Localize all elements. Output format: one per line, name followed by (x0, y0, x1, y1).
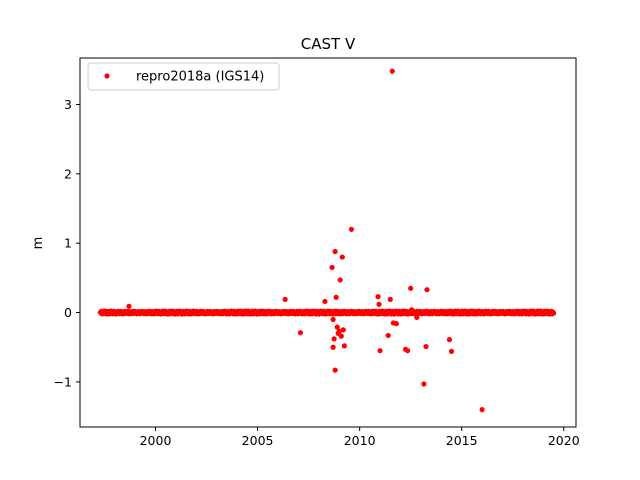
data-point (446, 337, 453, 343)
data-point (479, 407, 485, 413)
x-tick-label: 2010 (344, 433, 376, 448)
data-point (448, 348, 455, 354)
data-point (331, 336, 337, 342)
data-point (423, 343, 429, 350)
data-point (348, 226, 355, 232)
legend: repro2018a (IGS14) (87, 62, 280, 91)
data-point (375, 294, 381, 300)
data-point (338, 333, 344, 339)
axes: 2000 2005 2010 2015 2020 −1 0 1 2 3 (54, 57, 580, 448)
data-point (334, 324, 340, 330)
data-point (408, 285, 414, 291)
data-point (332, 367, 338, 373)
data-point (322, 298, 328, 305)
legend-marker (104, 73, 110, 79)
data-point (339, 254, 345, 260)
data-point-baseline (550, 310, 557, 316)
data-point (126, 303, 132, 309)
data-point (332, 248, 338, 255)
x-tick-label: 2000 (140, 433, 172, 448)
plot-area (97, 68, 557, 413)
data-point (336, 328, 342, 334)
data-point (377, 348, 383, 354)
y-tick-label: 0 (64, 305, 72, 320)
data-point (337, 277, 343, 283)
chart-title: CAST V (301, 35, 356, 53)
legend-frame (87, 62, 280, 91)
y-axis-label: m (31, 237, 46, 250)
data-point (297, 330, 304, 336)
data-point (340, 327, 346, 333)
y-tick-label: 2 (64, 166, 72, 181)
legend-entry-label: repro2018a (IGS14) (136, 70, 264, 85)
x-tick-label: 2020 (548, 433, 580, 448)
data-point (389, 68, 395, 74)
data-point (329, 264, 335, 271)
data-point (409, 307, 415, 313)
data-point (330, 316, 336, 323)
data-point (405, 348, 411, 354)
data-point (376, 301, 382, 307)
data-point (424, 287, 430, 293)
y-tick-label: 3 (64, 97, 72, 112)
data-point (333, 294, 339, 300)
data-point (421, 381, 427, 387)
x-tick-label: 2015 (446, 433, 478, 448)
data-point (341, 343, 347, 349)
data-point (387, 296, 393, 302)
axes-frame (79, 57, 577, 428)
data-point (282, 296, 288, 302)
data-point (393, 321, 399, 327)
y-tick-label: −1 (54, 374, 72, 389)
data-point (385, 332, 391, 339)
x-tick-label: 2005 (242, 433, 274, 448)
y-tick-label: 1 (64, 236, 72, 251)
data-point (414, 314, 420, 321)
data-point (330, 344, 336, 350)
